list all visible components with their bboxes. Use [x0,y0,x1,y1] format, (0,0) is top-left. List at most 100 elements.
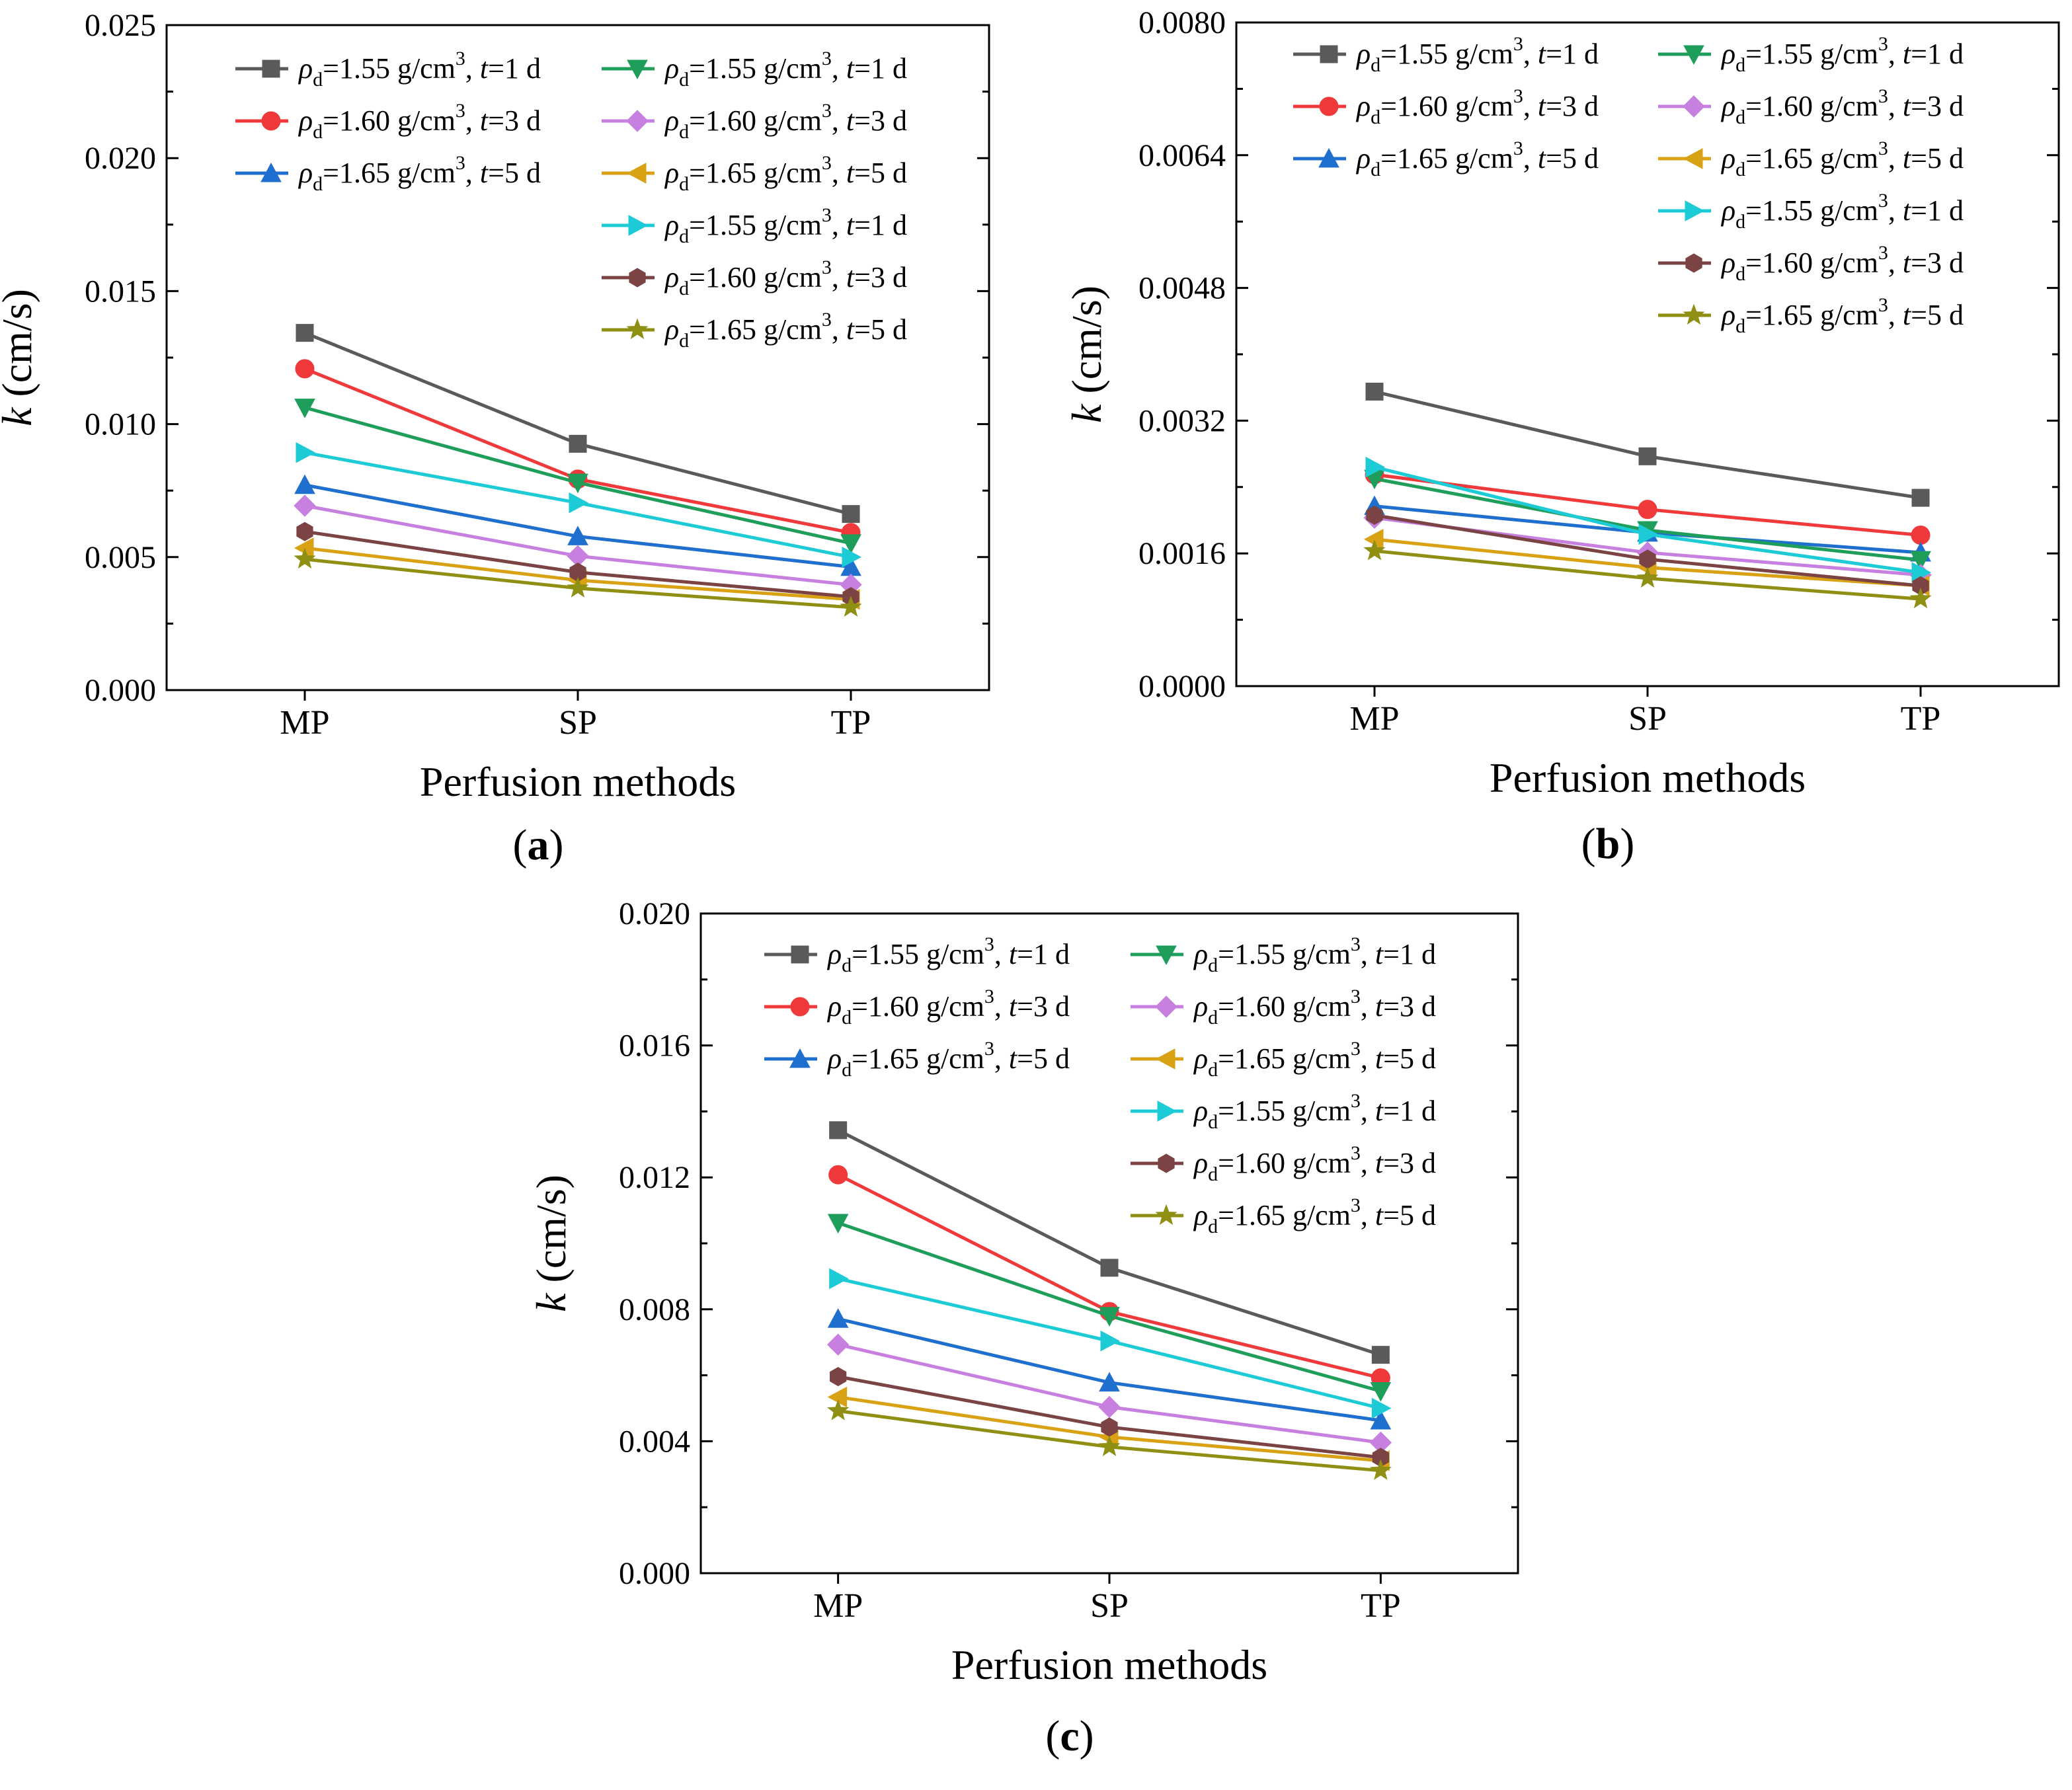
data-point [1911,525,1931,545]
legend: ρd=1.55 g/cm3, t=1 d ρd=1.60 g/cm3, t=3 d… [1293,33,1964,337]
legend-entry-label: ρd=1.55 g/cm3, t=1 d [1720,190,1964,233]
data-point [842,546,862,568]
y-tick-label: 0.004 [619,1424,690,1459]
data-point [840,534,861,554]
x-tick-label: TP [1901,700,1941,738]
data-point [1636,566,1659,588]
y-tick-label: 0.020 [85,141,156,176]
x-tick-label: MP [1349,700,1399,738]
data-point [1638,500,1657,520]
legend-marker [1158,1153,1175,1173]
data-point [1638,524,1659,545]
x-axis-title: Perfusion methods [951,1641,1267,1688]
data-point [1099,1372,1120,1392]
y-tick-label: 0.0000 [1138,669,1226,704]
legend-marker [1683,148,1703,169]
legend-entry-label: ρd=1.55 g/cm3, t=1 d [1720,33,1964,76]
series-4 [294,399,861,554]
series-3 [294,474,861,576]
data-point [829,1121,848,1140]
legend-marker [627,59,648,80]
legend-marker [1320,45,1338,63]
panel-label: (b) [1581,820,1635,868]
legend-entry-label: ρd=1.65 g/cm3, t=5 d [1193,1194,1436,1237]
legend-marker [626,163,647,184]
data-point [827,1214,849,1234]
y-tick-label: 0.005 [85,540,156,575]
data-point [1099,1307,1120,1327]
series-9 [294,547,862,617]
panel-label: (a) [513,821,564,869]
legend-entry-label: ρd=1.55 g/cm3, t=1 d [298,48,541,91]
data-point [295,359,315,379]
data-point [1098,1435,1121,1456]
data-point [827,1399,850,1420]
series-8 [830,1367,1389,1467]
x-tick-label: SP [1090,1587,1129,1625]
data-point [1371,1346,1390,1364]
data-point [1638,447,1657,465]
legend-marker [626,110,649,132]
series-8 [1366,505,1929,596]
data-point [1366,505,1383,525]
legend-marker [1683,303,1705,325]
data-point [296,324,314,342]
legend: ρd=1.55 g/cm3, t=1 d ρd=1.60 g/cm3, t=3 d… [764,933,1436,1237]
series-9 [1363,539,1932,609]
legend-entry-label: ρd=1.55 g/cm3, t=1 d [664,48,907,91]
x-axis-title: Perfusion methods [420,758,736,805]
data-point [1100,1259,1119,1277]
data-point [294,494,316,517]
series-7 [296,442,862,568]
data-point [1365,456,1386,478]
data-point [1370,1382,1392,1402]
y-tick-label: 0.016 [619,1029,690,1064]
data-point [1371,1397,1392,1419]
legend-entry-label: ρd=1.55 g/cm3, t=1 d [1355,33,1599,76]
data-point [567,576,589,598]
data-point [1910,551,1931,571]
data-point [1911,488,1930,507]
legend-marker [1155,995,1177,1018]
legend-marker [1319,97,1339,116]
series-1 [829,1121,1390,1364]
x-tick-label: TP [831,704,871,742]
legend-marker [628,215,649,236]
legend-marker [261,111,281,131]
x-tick-label: MP [280,704,329,742]
data-point [1100,1330,1121,1352]
data-point [294,399,315,418]
legend-entry-label: ρd=1.60 g/cm3, t=3 d [1720,85,1964,128]
legend: ρd=1.55 g/cm3, t=1 d ρd=1.60 g/cm3, t=3 d… [235,48,907,352]
data-point [842,505,860,524]
panel-label: (c) [1045,1712,1094,1760]
legend-entry-label: ρd=1.65 g/cm3, t=5 d [1355,137,1599,180]
legend-entry-label: ρd=1.60 g/cm3, t=3 d [298,100,541,143]
data-point [1365,382,1384,401]
y-tick-label: 0.000 [85,673,156,708]
chart-panel-a: 0.000 0.005 0.010 0.015 0.020 0.025 MP SP TP Perf… [0,8,990,869]
y-tick-label: 0.012 [619,1160,690,1195]
data-point [1909,587,1932,609]
x-tick-label: MP [813,1587,863,1625]
y-tick-label: 0.025 [85,8,156,43]
data-point [296,522,313,541]
y-tick-label: 0.0064 [1138,138,1226,173]
series-line [1374,390,1921,500]
legend-marker [262,59,280,78]
data-point [296,442,316,463]
legend-entry-label: ρd=1.55 g/cm3, t=1 d [1193,933,1436,976]
legend-marker [789,1048,811,1068]
legend-marker [1157,1101,1177,1122]
y-tick-label: 0.0016 [1138,536,1226,571]
series-7 [829,1268,1392,1419]
series-3 [827,1308,1392,1430]
legend-entry-label: ρd=1.65 g/cm3, t=5 d [1720,294,1964,337]
series-5 [826,1333,1392,1454]
series-1 [1365,382,1930,507]
y-tick-label: 0.008 [619,1292,690,1327]
data-point [828,1165,848,1185]
data-point [1369,1459,1392,1480]
legend-marker [1318,147,1339,168]
series-1 [296,324,860,524]
